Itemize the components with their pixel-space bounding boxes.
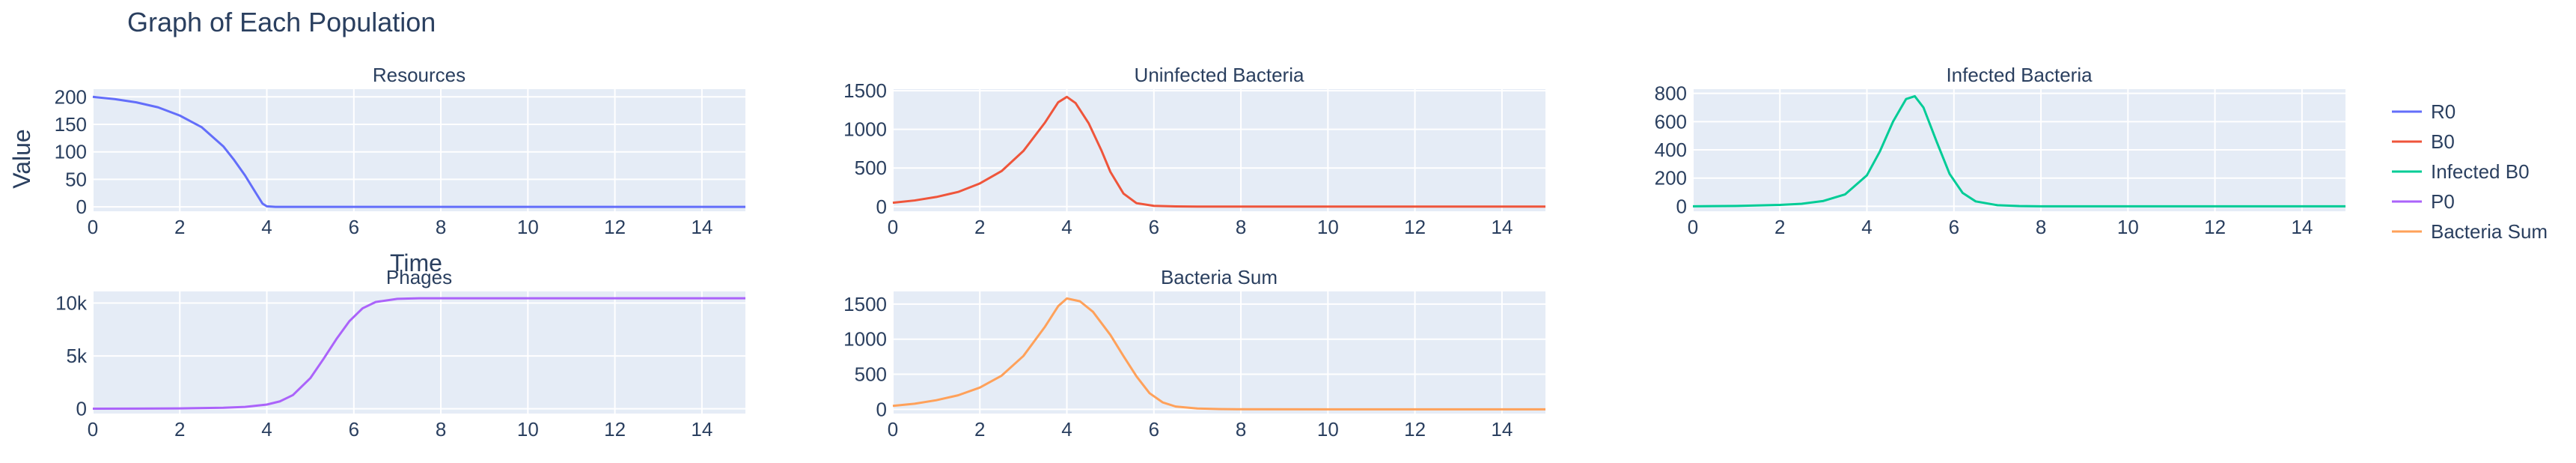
y-tick-label: 10k — [55, 292, 88, 315]
x-tick-label: 10 — [517, 418, 539, 441]
x-tick-label: 8 — [1236, 418, 1246, 441]
subplot-3: 0 2 4 6 8 10 12 14 0 200 400 600 800 Infected Bacteri… — [1655, 64, 2345, 238]
x-tick-label: 12 — [604, 216, 626, 238]
x-tick-label: 6 — [1949, 216, 1959, 238]
y-tick-label: 800 — [1655, 82, 1687, 105]
legend-item[interactable]: P0 — [2392, 190, 2455, 213]
x-tick-label: 14 — [691, 216, 712, 238]
y-tick-label: 0 — [876, 398, 887, 420]
series-line-b0[interactable] — [892, 95, 1545, 208]
y-tick-label: 1000 — [843, 328, 887, 351]
x-tick-label: 6 — [349, 418, 359, 441]
subplot-title: Bacteria Sum — [1161, 266, 1278, 288]
x-tick-label: 6 — [1149, 418, 1159, 441]
x-tick-label: 12 — [1404, 216, 1426, 238]
x-tick-label: 2 — [1774, 216, 1785, 238]
y-tick-label: 0 — [76, 398, 87, 420]
plot-area — [93, 89, 745, 211]
legend-item[interactable]: Infected B0 — [2392, 160, 2530, 183]
subplot-1: 0 2 4 6 8 10 12 14 0 50 100 150 200 Resources — [55, 64, 745, 238]
x-tick-label: 0 — [88, 418, 98, 441]
x-tick-label: 14 — [691, 418, 712, 441]
subplot-title: Resources — [373, 64, 466, 86]
y-tick-label: 1000 — [843, 118, 887, 141]
x-tick-label: 8 — [1236, 216, 1246, 238]
legend-item[interactable]: B0 — [2392, 130, 2455, 153]
y-tick-label: 150 — [55, 113, 87, 136]
legend-item[interactable]: Bacteria Sum — [2392, 220, 2548, 243]
subplot-title: Uninfected Bacteria — [1135, 64, 1304, 86]
x-tick-label: 10 — [517, 216, 539, 238]
y-tick-label: 100 — [55, 141, 87, 163]
x-tick-label: 10 — [1317, 216, 1339, 238]
subplot-5: 0 2 4 6 8 10 12 14 0 500 1000 1500 Bacteria Sum — [843, 266, 1545, 441]
x-tick-label: 4 — [261, 418, 272, 441]
chart-title: Graph of Each Population — [127, 7, 436, 37]
x-tick-label: 14 — [1491, 216, 1513, 238]
y-tick-label: 50 — [65, 168, 87, 190]
y-tick-label: 500 — [855, 363, 887, 386]
x-tick-label: 2 — [974, 216, 985, 238]
x-tick-label: 6 — [349, 216, 359, 238]
x-tick-label: 12 — [1404, 418, 1426, 441]
y-tick-label: 0 — [1676, 195, 1687, 217]
x-tick-label: 0 — [888, 216, 898, 238]
x-tick-label: 2 — [174, 418, 185, 441]
plot-area — [93, 291, 745, 414]
legend-label: Infected B0 — [2431, 160, 2530, 183]
x-tick-label: 6 — [1149, 216, 1159, 238]
y-tick-label: 0 — [76, 196, 87, 218]
series-line-p0[interactable] — [92, 297, 745, 411]
x-tick-label: 0 — [88, 216, 98, 238]
subplot-title: Infected Bacteria — [1946, 64, 2093, 86]
y-tick-label: 500 — [855, 157, 887, 179]
legend-item[interactable]: R0 — [2392, 100, 2456, 123]
x-tick-label: 4 — [1861, 216, 1872, 238]
y-tick-label: 200 — [1655, 167, 1687, 190]
subplot-4: 0 2 4 6 8 10 12 14 0 5k 10k Phages — [55, 266, 745, 441]
x-tick-label: 4 — [1061, 216, 1072, 238]
x-tick-label: 14 — [2291, 216, 2313, 238]
x-tick-label: 4 — [261, 216, 272, 238]
legend-label: P0 — [2431, 190, 2455, 213]
subplot-2: 0 2 4 6 8 10 12 14 0 500 1000 1500 Uninfected Bacter… — [843, 64, 1545, 238]
y-tick-label: 5k — [67, 345, 88, 367]
y-tick-label: 600 — [1655, 110, 1687, 133]
x-tick-label: 2 — [174, 216, 185, 238]
x-tick-label: 0 — [1688, 216, 1698, 238]
x-tick-label: 12 — [604, 418, 626, 441]
y-tick-label: 1500 — [843, 79, 887, 102]
x-tick-label: 12 — [2204, 216, 2226, 238]
y-tick-label: 1500 — [843, 293, 887, 315]
series-line-r0[interactable] — [92, 95, 745, 208]
x-tick-label: 10 — [1317, 418, 1339, 441]
x-tick-label: 14 — [1491, 418, 1513, 441]
x-axis-label: Time — [390, 249, 442, 276]
series-line-infected-b0[interactable] — [1692, 94, 2345, 208]
y-tick-label: 0 — [876, 196, 887, 218]
x-tick-label: 8 — [436, 418, 446, 441]
series-line-bacteria-sum[interactable] — [892, 297, 1545, 411]
y-axis-label: Value — [8, 129, 35, 188]
y-tick-label: 400 — [1655, 139, 1687, 161]
plot-area — [893, 89, 1545, 211]
plot-area — [893, 291, 1545, 414]
legend[interactable]: R0 B0 Infected B0 P0 Bacteria Sum — [2392, 100, 2548, 243]
x-tick-label: 0 — [888, 418, 898, 441]
x-tick-label: 8 — [2036, 216, 2046, 238]
x-tick-label: 2 — [974, 418, 985, 441]
y-tick-label: 200 — [55, 85, 87, 108]
x-tick-label: 10 — [2117, 216, 2139, 238]
x-tick-label: 8 — [436, 216, 446, 238]
subplot-title: Phages — [386, 266, 452, 288]
x-tick-label: 4 — [1061, 418, 1072, 441]
legend-label: Bacteria Sum — [2431, 220, 2548, 243]
legend-label: B0 — [2431, 130, 2455, 153]
legend-label: R0 — [2431, 100, 2456, 123]
